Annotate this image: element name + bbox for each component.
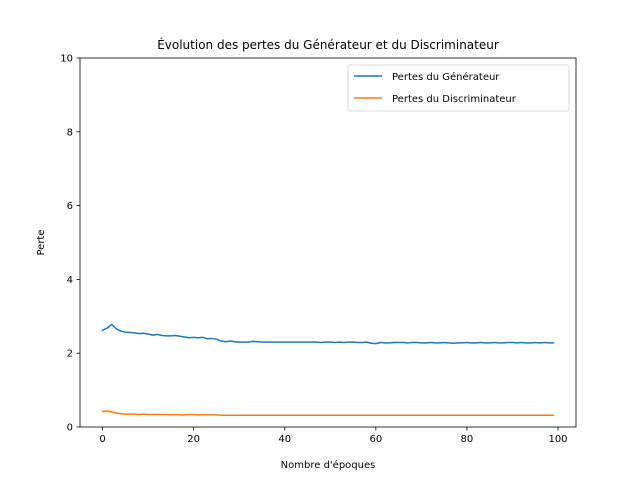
x-tick-label: 100 [548,434,567,445]
series-line-1 [101,410,555,416]
plot-frame [79,57,577,428]
x-tick-label: 20 [187,434,200,445]
y-tick-label: 2 [67,349,73,360]
y-tick-label: 4 [67,275,73,286]
plot-area [79,57,577,428]
legend-frame [347,64,570,112]
y-tick-label: 0 [67,423,73,434]
x-tick-label: 40 [278,434,291,445]
y-tick-label: 6 [67,201,73,212]
chart-title: Évolution des pertes du Générateur et du… [157,37,499,52]
legend-label-generator: Pertes du Générateur [392,71,500,83]
y-tick-label: 10 [60,54,73,65]
y-tick-label: 8 [67,127,73,138]
y-axis-label: Perte [36,229,47,255]
legend-label-discriminator: Pertes du Discriminateur [392,94,517,105]
x-tick-label: 60 [369,434,382,445]
x-tick-label: 0 [99,434,105,445]
x-axis: 0 20 40 60 80 100 [99,427,568,445]
legend: Pertes du Générateur Pertes du Discrimin… [347,64,570,112]
series-line-0 [101,323,555,345]
y-axis: 0 2 4 6 8 10 [60,54,80,434]
x-axis-label: Nombre d'époques [281,459,376,471]
series-layer [101,323,555,416]
x-tick-label: 80 [461,434,474,445]
